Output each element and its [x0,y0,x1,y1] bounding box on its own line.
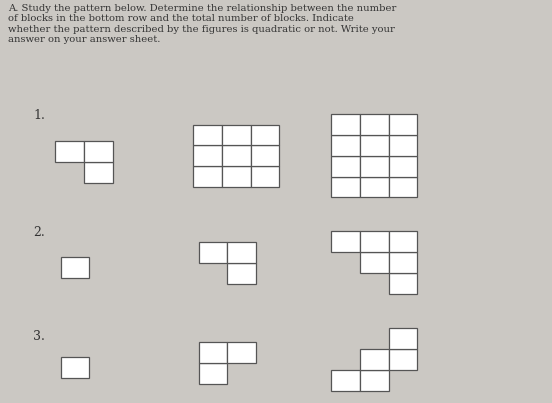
Bar [84,141,113,162]
Bar [61,357,89,378]
Bar [227,242,256,263]
Bar [360,135,389,156]
Bar [360,114,389,135]
Bar [251,125,279,145]
Bar [227,263,256,284]
Bar [331,370,360,391]
Bar [389,273,417,294]
Bar [331,231,360,252]
Text: 1.: 1. [33,109,45,122]
Bar [193,125,222,145]
Bar [227,342,256,363]
Text: A. Study the pattern below. Determine the relationship between the number
of blo: A. Study the pattern below. Determine th… [8,4,397,44]
Bar [84,162,113,183]
Bar [55,141,84,162]
Bar [389,177,417,197]
Bar [222,166,251,187]
Bar [199,363,227,384]
Bar [360,231,389,252]
Bar [389,328,417,349]
Bar [251,166,279,187]
Bar [193,145,222,166]
Bar [61,257,89,278]
Text: 3.: 3. [33,330,45,343]
Bar [389,231,417,252]
Bar [360,349,389,370]
Bar [331,177,360,197]
Bar [222,125,251,145]
Bar [222,145,251,166]
Bar [360,177,389,197]
Bar [360,156,389,177]
Bar [389,114,417,135]
Bar [360,370,389,391]
Bar [331,135,360,156]
Bar [389,349,417,370]
Bar [389,156,417,177]
Bar [251,145,279,166]
Bar [199,342,227,363]
Bar [193,166,222,187]
Bar [360,252,389,273]
Bar [331,114,360,135]
Bar [389,252,417,273]
Bar [331,156,360,177]
Text: 2.: 2. [33,226,45,239]
Bar [199,242,227,263]
Bar [389,135,417,156]
